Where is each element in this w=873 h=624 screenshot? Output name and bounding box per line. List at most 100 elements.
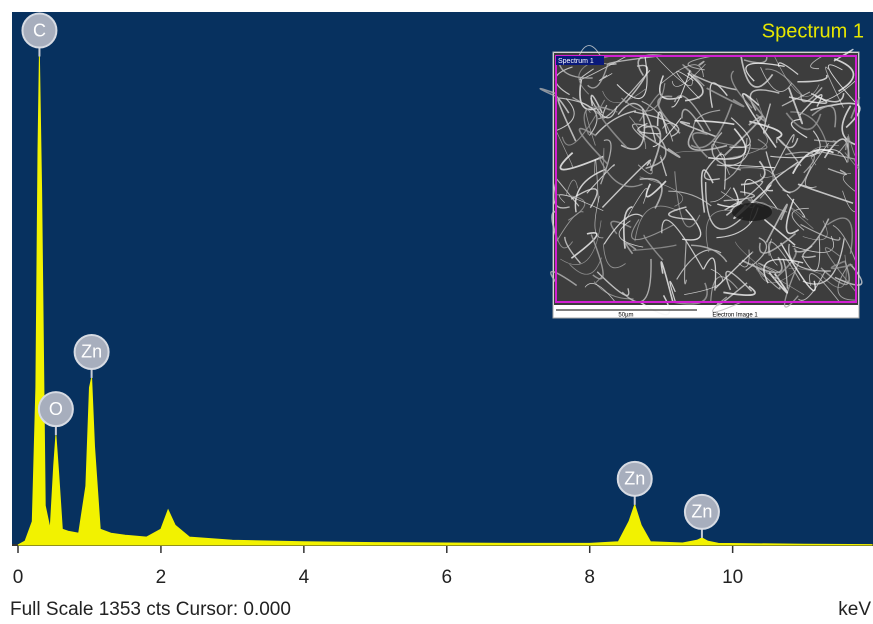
fiber [671,70,691,108]
fiber [758,262,781,274]
fiber [765,151,791,194]
fiber [660,261,674,303]
fiber [598,156,643,188]
fiber [740,160,766,186]
spectrum-area [555,55,857,303]
fiber [584,283,616,303]
fiber [668,190,712,207]
fiber [768,241,801,281]
fiber [706,87,745,108]
fiber [797,183,854,204]
fiber [760,67,792,92]
fiber [765,68,804,98]
fiber [594,195,604,239]
x-tick-label: 0 [13,567,24,588]
fiber [804,142,830,189]
fiber [837,263,857,301]
fiber [559,152,604,171]
x-tick-label: 10 [722,567,743,588]
fiber [679,121,717,138]
fiber [638,131,681,158]
fiber [555,97,598,136]
fiber [777,62,799,75]
fiber [578,127,609,166]
fiber [631,123,652,140]
fiber [687,55,713,71]
x-tick-label: 2 [156,567,167,588]
fiber [676,249,722,280]
fiber [790,118,808,139]
fiber [632,244,677,252]
fiber [749,89,780,111]
fiber [621,83,666,112]
fiber [691,244,728,263]
fiber [745,62,785,82]
fiber [634,205,678,242]
fiber [792,235,834,253]
fiber [794,218,830,253]
peak-badge [73,333,110,370]
peak-badge [37,391,74,428]
fiber [770,130,821,159]
fiber [763,258,804,284]
dark-spot [732,203,772,221]
fiber [801,236,821,272]
fibers [539,45,863,316]
fiber [758,232,797,254]
fiber [775,138,802,167]
fiber [602,88,646,104]
fiber [788,92,828,105]
peak-label: C [33,20,46,40]
fiber [716,282,748,307]
fiber [673,95,712,132]
fiber [729,117,751,149]
fiber [797,74,828,83]
fiber [745,237,768,272]
fiber [785,198,800,235]
fiber [652,117,682,148]
fiber [723,285,756,297]
x-tick-label: 6 [441,567,452,588]
fiber [602,147,605,179]
fiber [741,256,783,274]
fiber [725,270,753,292]
fiber [684,72,704,102]
fiber [719,153,726,190]
x-tick-label: 4 [299,567,310,588]
fiber [602,69,651,119]
fiber [572,96,602,120]
fiber [788,243,831,272]
x-unit: keV [838,599,871,620]
fiber [684,268,723,295]
fiber [780,242,816,292]
fiber [724,137,748,182]
fiber [751,263,781,290]
fiber [683,238,687,285]
fiber [594,159,599,203]
fiber [841,105,857,146]
fiber [802,238,845,285]
fiber [687,129,728,152]
fiber [564,236,581,264]
fiber [704,181,744,230]
fiber [633,111,680,138]
fiber [625,242,637,255]
fiber [811,105,837,128]
fiber [550,270,578,287]
chart-title: Spectrum 1 [762,20,864,42]
fiber [645,180,667,198]
fiber [700,169,714,213]
fiber [645,133,667,170]
fiber [790,111,829,149]
inset-image: Spectrum 1 50µm Electron Image 1 [539,45,863,319]
fiber [710,187,731,203]
fiber [771,134,795,175]
fiber [842,172,857,193]
footer: Full Scale 1353 cts Cursor: 0.000 [10,599,291,620]
fiber [608,55,660,65]
fiber [570,232,598,259]
fiber [740,55,774,88]
fiber [598,73,613,81]
fiber [723,115,763,156]
fiber [590,97,618,119]
